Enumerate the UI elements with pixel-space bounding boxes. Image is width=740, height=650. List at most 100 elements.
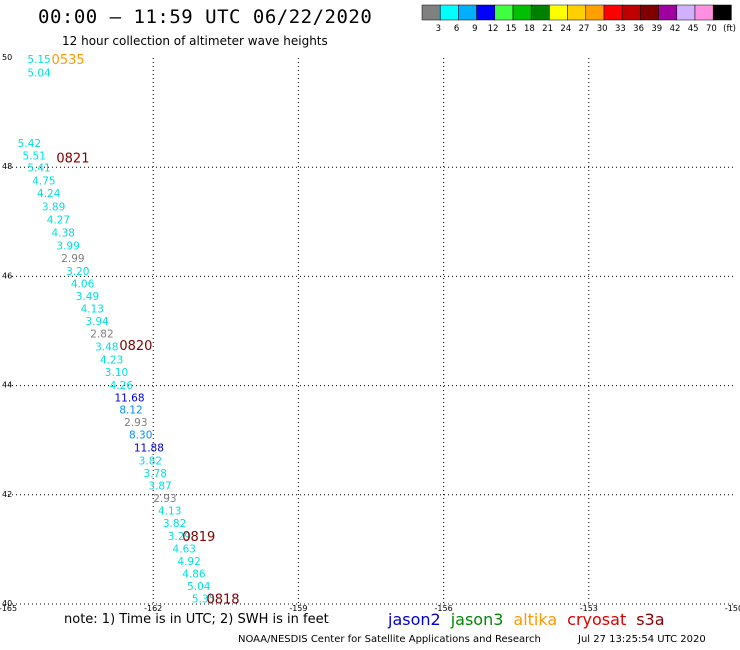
data-labels: 5.15 5.04 5.425.515.414.754.24 3.894.274.38… <box>18 54 216 605</box>
y-tick-label: 48 <box>2 162 12 171</box>
x-tick-label: -156 <box>435 604 453 613</box>
colorbar-swatch <box>458 4 477 21</box>
wave-height-label: 4.13 <box>81 304 104 316</box>
colorbar-swatch <box>439 4 459 21</box>
colorbar-label: (ft) <box>723 24 736 34</box>
colorbar-swatch <box>421 4 441 21</box>
colorbar-swatch <box>603 4 623 21</box>
x-tick-label: -165 <box>0 604 17 613</box>
legend-altika: altika <box>513 610 558 629</box>
colorbar-label: 27 <box>579 24 590 34</box>
pass-time-label: 0535 <box>52 53 85 68</box>
wave-height-label: 4.13 <box>158 506 181 518</box>
wave-height-label: 3.82 <box>163 518 186 530</box>
colorbar-swatch <box>712 4 732 21</box>
wave-height-label: 4.63 <box>173 543 196 555</box>
satellite-legend: jason2 jason3 altika cryosat s3a <box>388 610 675 629</box>
wave-height-label: 4.38 <box>52 228 75 240</box>
x-tick-label: -159 <box>289 604 307 613</box>
wave-height-label: 3.89 <box>42 202 65 214</box>
y-tick-label: 40 <box>2 599 12 608</box>
y-tick-label: 50 <box>2 53 12 62</box>
legend-jason2: jason2 <box>388 610 441 629</box>
colorbar-label: 6 <box>454 24 459 34</box>
colorbar-label: 45 <box>688 24 699 34</box>
chart-subtitle: 12 hour collection of altimeter wave hei… <box>62 34 328 48</box>
chart-title: 00:00 — 11:59 UTC 06/22/2020 <box>38 6 373 28</box>
wave-height-label: 4.86 <box>182 568 206 580</box>
colorbar-label: 70 <box>706 24 717 34</box>
wave-height-label: 4.26 <box>110 380 134 392</box>
colorbar-label: 12 <box>488 24 499 34</box>
colorbar-swatch <box>494 4 514 21</box>
wave-height-label: 5.35 <box>192 594 215 606</box>
wave-height-label: 2.82 <box>90 329 113 341</box>
x-tick-label: -162 <box>144 604 162 613</box>
axis-tick-labels: -165 -162 -159 -156 -153 -150 40 42 44 46 48 50 <box>0 53 740 613</box>
colorbar-label: 30 <box>597 24 608 34</box>
colorbar-swatch <box>694 4 714 21</box>
legend-jason3: jason3 <box>450 610 504 629</box>
wave-height-label: 5.51 <box>23 151 46 163</box>
wave-height-label: 2.99 <box>61 253 84 265</box>
chart-grid <box>8 58 734 605</box>
x-tick-label: -150 <box>725 604 740 613</box>
pass-time-label: 0821 <box>56 151 89 166</box>
pass-time-label: 0820 <box>119 339 152 354</box>
colorbar-swatch <box>567 4 587 21</box>
colorbar-swatch <box>530 4 550 21</box>
wave-height-label: 4.24 <box>37 188 61 200</box>
wave-height-label: 3.48 <box>95 341 118 353</box>
wave-height-label: 5.41 <box>27 163 50 175</box>
x-tick-label: -153 <box>580 604 598 613</box>
wave-height-label: 3.99 <box>56 240 79 252</box>
wave-height-label: 5.04 <box>27 68 51 80</box>
colorbar-swatch <box>585 4 605 21</box>
colorbar-swatch <box>676 4 696 21</box>
colorbar-label: 33 <box>615 24 626 34</box>
wave-height-label: 5.15 <box>27 54 50 66</box>
footer-note: note: 1) Time is in UTC; 2) SWH is in fe… <box>64 612 329 627</box>
colorbar-swatch <box>549 4 568 21</box>
wave-height-label: 3.49 <box>76 291 99 303</box>
colorbar-label: 24 <box>560 24 571 34</box>
colorbar-swatch <box>640 4 659 21</box>
wave-height-label: 3.82 <box>139 455 162 467</box>
colorbar-label: 3 <box>436 24 441 34</box>
colorbar-label: 15 <box>506 24 517 34</box>
colorbar-swatch <box>476 4 496 21</box>
generated-timestamp: Jul 27 13:25:54 UTC 2020 <box>578 634 706 645</box>
y-tick-label: 44 <box>2 381 12 390</box>
wave-height-label: 8.12 <box>119 405 142 417</box>
colorbar-label: 39 <box>651 24 662 34</box>
wave-height-label: 3.87 <box>148 481 171 493</box>
colorbar-swatch <box>512 4 532 21</box>
wave-height-label: 8.30 <box>129 430 152 442</box>
colorbar-swatch <box>621 4 641 21</box>
colorbar-label: 36 <box>633 24 644 34</box>
pass-time-label: 0818 <box>206 593 239 608</box>
wave-height-label: 3.78 <box>144 468 167 480</box>
pass-time-label: 0819 <box>182 530 215 545</box>
wave-height-label: 11.68 <box>114 393 144 405</box>
wave-height-label: 4.06 <box>71 278 95 290</box>
colorbar-label: 42 <box>670 24 681 34</box>
wave-height-label: 3.29 <box>168 531 191 543</box>
wave-height-label: 2.93 <box>153 493 176 505</box>
pass-time-labels: 0535 0821 0820 0819 0818 <box>52 53 240 607</box>
legend-cryosat: cryosat <box>567 610 627 629</box>
color-scale-bar: 3 6 9 12 15 18 21 24 27 30 33 36 39 42 45 70 (ft) <box>421 4 736 34</box>
y-tick-label: 46 <box>2 271 12 280</box>
wave-height-label: 4.23 <box>100 354 123 366</box>
wave-height-label: 3.94 <box>85 316 109 328</box>
legend-s3a: s3a <box>636 610 665 629</box>
wave-height-label: 2.93 <box>124 417 147 429</box>
colorbar-label: 21 <box>542 24 553 34</box>
wave-height-label: 4.75 <box>32 175 55 187</box>
colorbar-label: 9 <box>472 24 477 34</box>
wave-height-label: 4.92 <box>177 556 200 568</box>
wave-height-label: 5.04 <box>187 581 211 593</box>
wave-height-label: 3.20 <box>66 266 89 278</box>
colorbar-label: 18 <box>524 24 535 34</box>
